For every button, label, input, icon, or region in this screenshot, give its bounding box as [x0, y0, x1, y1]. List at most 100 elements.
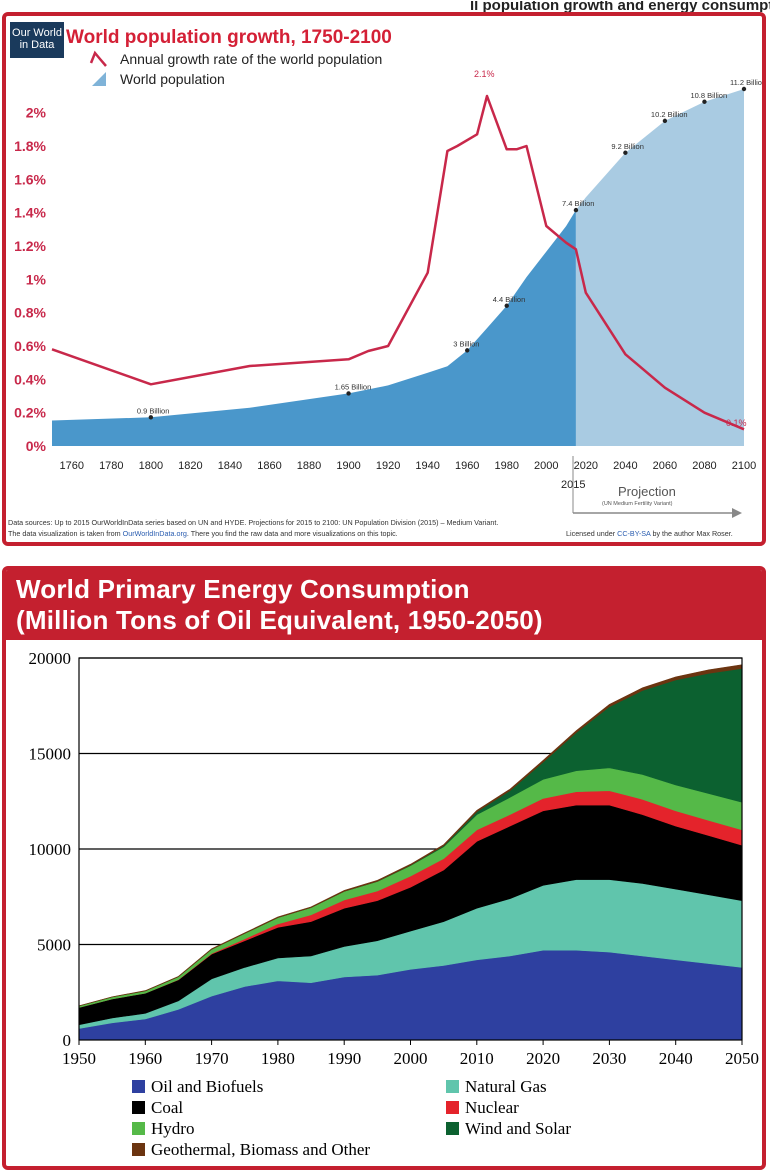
x-tick-label: 2050 [725, 1049, 759, 1068]
population-point-label: 1.65 Billion [335, 382, 372, 391]
population-point [702, 99, 707, 104]
x-tick-label: 2010 [460, 1049, 494, 1068]
legend-population-swatch [92, 72, 106, 86]
x-tick-label: 1950 [62, 1049, 96, 1068]
x-tick-label: 1970 [195, 1049, 229, 1068]
x-tick-label: 2000 [534, 460, 558, 472]
population-point-label: 9.2 Billion [611, 142, 644, 151]
population-point [662, 118, 668, 124]
x-tick-label: 1840 [218, 460, 242, 472]
energy-consumption-chart: 0 5000 10000 15000 20000 1950 1960 1970 1980 199… [29, 649, 760, 1159]
y-tick-label: 15000 [29, 745, 72, 764]
x-tick-label: 1800 [139, 460, 163, 472]
projection-sublabel: (UN Medium Fertility Variant) [602, 501, 673, 507]
end-label: 0.1% [726, 418, 747, 428]
legend-population: World population [92, 71, 225, 87]
y-tick-label: 10000 [29, 840, 72, 859]
legend-swatch [446, 1122, 459, 1135]
x-tick-label: 1860 [257, 460, 281, 472]
population-point-label: 3 Billion [453, 339, 479, 348]
energy-chart-title-line-1: World Primary Energy Consumption [16, 574, 470, 604]
x-tick-label: 2080 [692, 460, 716, 472]
chart1-title: World population growth, 1750-2100 [66, 27, 392, 48]
legend-growth-line-swatch [89, 50, 107, 67]
x-tick-label: 1820 [178, 460, 202, 472]
x-tick-label: 1980 [495, 460, 519, 472]
legend-swatch [132, 1122, 145, 1135]
y-tick-label: 0.4% [14, 371, 46, 387]
x-tick-label: 2000 [394, 1049, 428, 1068]
population-point [346, 391, 351, 396]
license-link[interactable]: CC-BY-SA [617, 529, 651, 538]
population-area-projection [575, 89, 744, 446]
legend-swatch [446, 1101, 459, 1114]
y-tick-label: 1.2% [14, 238, 46, 254]
y-tick-label: 0 [63, 1031, 72, 1050]
x-tick-label: 2020 [574, 460, 598, 472]
legend-swatch [132, 1080, 145, 1093]
x-tick-label: 1960 [128, 1049, 162, 1068]
y-tick-label: 20000 [29, 649, 72, 668]
x-tick-label: 2020 [526, 1049, 560, 1068]
population-point [465, 348, 470, 353]
legend-growth-rate: Annual growth rate of the world populati… [89, 50, 382, 67]
x-tick-label: 2030 [592, 1049, 626, 1068]
y-tick-label: 1.8% [14, 138, 46, 154]
legend-label: Oil and Biofuels [151, 1077, 263, 1096]
legend-label: Geothermal, Biomass and Other [151, 1140, 370, 1159]
y-tick-label: 2% [26, 105, 47, 121]
y-tick-label: 1.6% [14, 171, 46, 187]
y-tick-label: 5000 [37, 936, 71, 955]
x-tick-label: 2060 [653, 460, 677, 472]
legend-swatch [132, 1143, 145, 1156]
y-tick-label: 0% [26, 438, 47, 454]
x-tick-label: 1880 [297, 460, 321, 472]
growth-rate-line [51, 94, 745, 431]
top-cut-text-label: ll population growth and energy consumpt… [470, 1, 770, 12]
x-tick-label: 1960 [455, 460, 479, 472]
projection-arrow-head [732, 508, 742, 518]
x-tick-label: 2040 [613, 460, 637, 472]
population-point [504, 303, 509, 308]
x-tick-label: 1980 [261, 1049, 295, 1068]
y-tick-label: 1.4% [14, 205, 46, 221]
x-tick-label: 2100 [732, 460, 756, 472]
energy-consumption-panel: World Primary Energy Consumption (Millio… [2, 566, 766, 1170]
legend-label: Coal [151, 1098, 183, 1117]
population-growth-chart: 0.9 Billion 1.65 Billion 3 Billion 4.4 Bill… [8, 27, 762, 538]
population-point [573, 207, 579, 213]
license-text: Licensed under CC-BY-SA by the author Ma… [566, 529, 733, 538]
sources-link[interactable]: OurWorldInData.org [123, 529, 187, 538]
population-point-label: 10.2 Billion [651, 110, 688, 119]
population-point-label: 7.4 Billion [562, 199, 595, 208]
x-tick-label: 1990 [327, 1049, 361, 1068]
legend-population-label: World population [120, 71, 225, 87]
legend-swatch [132, 1101, 145, 1114]
population-point-label: 10.8 Billion [690, 91, 727, 100]
population-point [741, 86, 747, 92]
owid-logo: Our World in Data [10, 22, 64, 58]
population-point-label: 4.4 Billion [493, 295, 526, 304]
x-tick-label: 2040 [659, 1049, 693, 1068]
legend-label: Nuclear [465, 1098, 519, 1117]
top-cut-text: ll population growth and energy consumpt… [0, 0, 770, 12]
energy-chart-title-line-2: (Million Tons of Oil Equivalent, 1950-20… [16, 605, 543, 635]
x-tick-label: 1780 [99, 460, 123, 472]
population-point [148, 415, 154, 420]
y-tick-label: 0.6% [14, 338, 46, 354]
sources-line-2: The data visualization is taken from Our… [8, 529, 398, 538]
x-tick-label: 1760 [60, 460, 84, 472]
energy-chart-header: World Primary Energy Consumption (Millio… [6, 570, 762, 640]
y-tick-label: 0.8% [14, 305, 46, 321]
population-growth-panel: Our World in Data 0.9 Billion 1.65 Billio… [2, 12, 766, 546]
population-point [623, 150, 628, 155]
peak-label: 2.1% [474, 69, 495, 79]
y-tick-label: 0.2% [14, 405, 46, 421]
legend-growth-label: Annual growth rate of the world populati… [120, 51, 382, 67]
population-point-label: 11.2 Billion [730, 78, 762, 87]
legend-swatch [446, 1080, 459, 1093]
x-tick-label: 1920 [376, 460, 400, 472]
legend-label: Hydro [151, 1119, 194, 1138]
legend-label: Wind and Solar [465, 1119, 571, 1138]
x-tick-label: 1940 [415, 460, 439, 472]
